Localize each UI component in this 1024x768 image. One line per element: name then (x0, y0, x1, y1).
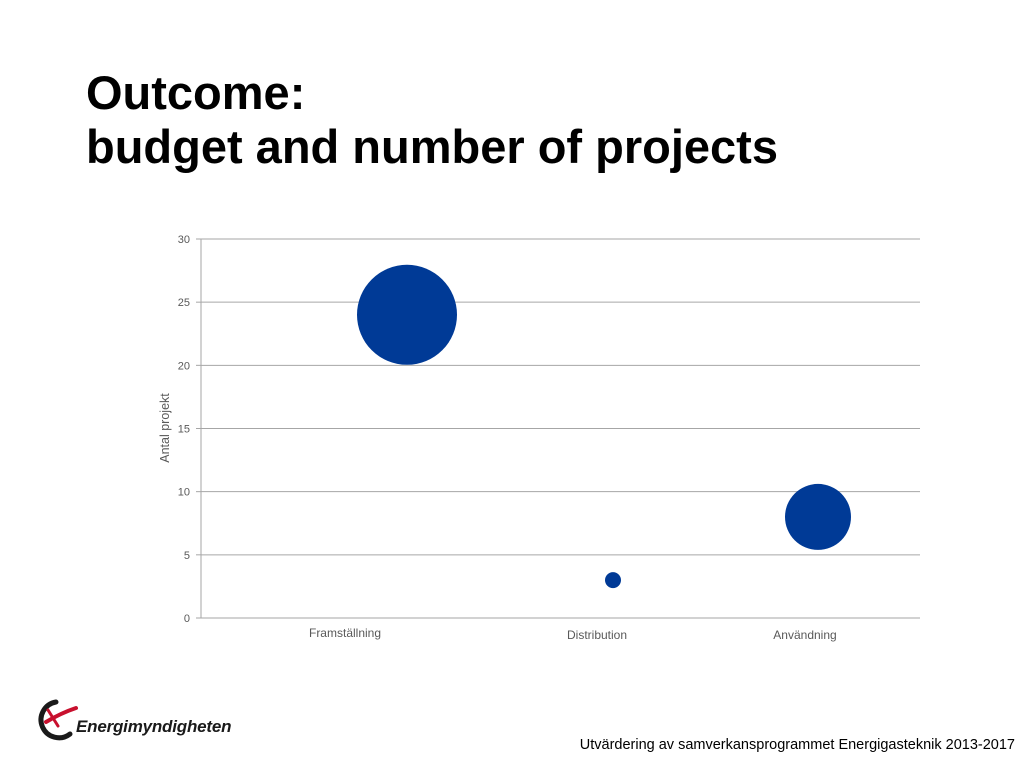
x-category-label: Användning (773, 628, 836, 642)
x-category-label: Distribution (567, 628, 627, 642)
bubble-användning (785, 483, 851, 550)
y-tick-label: 30 (178, 234, 190, 246)
logo-text: Energimyndigheten (76, 717, 232, 736)
bubble-framställning (357, 264, 457, 365)
y-axis-label: Antal projekt (158, 393, 172, 463)
title-line-1: Outcome: (86, 66, 306, 119)
title-line-2: budget and number of projects (86, 120, 778, 173)
x-category-label: Framställning (309, 626, 381, 640)
energimyndigheten-logo-icon (38, 699, 78, 741)
bubble-distribution (605, 572, 621, 589)
slide-title: Outcome: budget and number of projects (86, 66, 778, 174)
y-tick-label: 15 (178, 424, 190, 436)
y-tick-label: 20 (178, 360, 190, 372)
y-tick-label: 10 (178, 487, 190, 499)
y-tick-label: 5 (184, 550, 190, 562)
y-tick-label: 0 (184, 613, 190, 625)
footer-text: Utvärdering av samverkansprogrammet Ener… (579, 737, 1015, 753)
y-tick-label: 25 (178, 297, 190, 309)
